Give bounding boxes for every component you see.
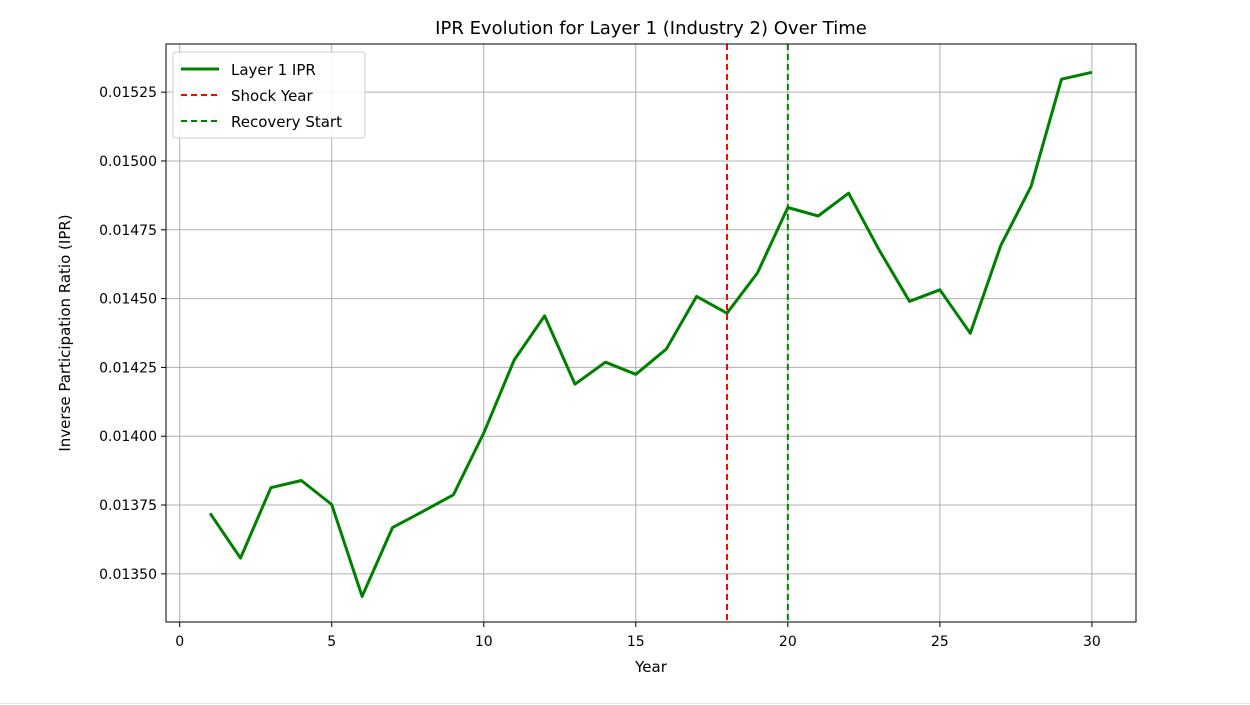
y-tick-label: 0.01425 — [99, 360, 157, 376]
x-axis-label: Year — [634, 658, 668, 676]
x-axis-ticks: 0 5 10 15 20 25 30 — [175, 622, 1101, 650]
legend-label-shock: Shock Year — [231, 87, 313, 105]
x-tick-label: 5 — [327, 634, 336, 650]
x-tick-label: 0 — [175, 634, 184, 650]
legend-label-layer1: Layer 1 IPR — [231, 61, 316, 79]
chart-title: IPR Evolution for Layer 1 (Industry 2) O… — [435, 18, 867, 39]
y-axis-ticks: 0.01350 0.01375 0.01400 0.01425 0.01450 0.014… — [99, 85, 166, 583]
grid-lines — [166, 44, 1136, 622]
x-tick-label: 20 — [779, 634, 797, 650]
series-layer — [208, 70, 1093, 598]
y-tick-label: 0.01375 — [99, 498, 157, 514]
y-axis-label: Inverse Participation Ratio (IPR) — [56, 214, 74, 451]
reference-lines — [726, 44, 789, 622]
y-tick-label: 0.01475 — [99, 223, 157, 239]
bottom-divider — [0, 703, 1250, 704]
legend-box — [172, 51, 366, 139]
layer-1-ipr-line — [208, 70, 1093, 598]
x-tick-label: 15 — [627, 634, 645, 650]
legend-label-recovery: Recovery Start — [231, 113, 342, 131]
x-tick-label: 25 — [931, 634, 949, 650]
x-tick-label: 30 — [1083, 634, 1101, 650]
x-tick-label: 10 — [475, 634, 493, 650]
legend: Layer 1 IPR Shock Year Recovery Start — [172, 51, 366, 139]
plot-frame — [165, 43, 1137, 623]
y-tick-label: 0.01500 — [99, 154, 157, 170]
y-tick-label: 0.01400 — [99, 429, 157, 445]
y-tick-label: 0.01350 — [99, 567, 157, 583]
y-tick-label: 0.01525 — [99, 85, 157, 101]
y-tick-label: 0.01450 — [99, 292, 157, 308]
